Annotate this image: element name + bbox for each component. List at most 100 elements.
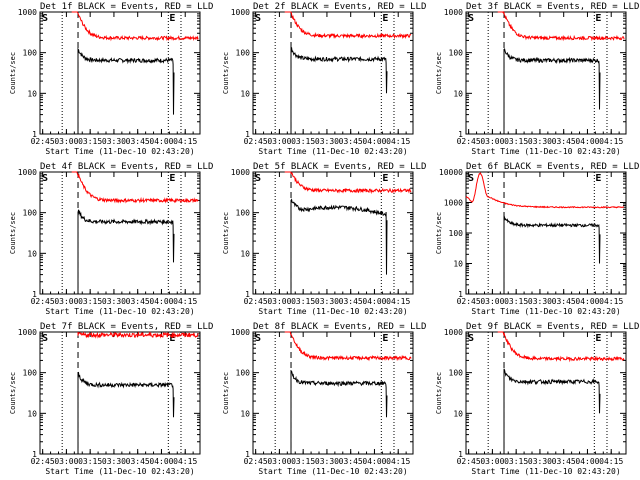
y-tick-label: 1000 (18, 168, 37, 177)
x-tick-label: 03:15 (504, 297, 528, 306)
y-tick-label: 10 (453, 260, 463, 269)
x-tick-label: 03:45 (339, 137, 363, 146)
x-tick-label: 03:15 (504, 457, 528, 466)
x-tick-label: 03:30 (315, 137, 339, 146)
y-tick-label: 1000 (231, 328, 250, 337)
y-tick-label: 10 (240, 249, 250, 258)
y-tick-label: 100 (449, 229, 464, 238)
x-tick-label: 03:15 (291, 137, 315, 146)
start-marker: S (255, 333, 261, 344)
x-tick-label: 03:15 (291, 297, 315, 306)
series-events-line (290, 47, 388, 134)
x-axis-label: Start Time (11-Dec-10 02:43:20) (471, 147, 620, 156)
start-marker: S (255, 13, 261, 24)
y-axis-label: Counts/sec (222, 372, 230, 414)
y-tick-label: 1 (245, 290, 250, 299)
y-axis-label: Counts/sec (9, 372, 17, 414)
panel-title: Det 1f BLACK = Events, RED = LLD (40, 2, 213, 12)
y-tick-label: 10000 (439, 168, 463, 177)
y-tick-label: 10 (453, 409, 463, 418)
x-tick-label: 03:30 (528, 297, 552, 306)
x-tick-label: 03:45 (552, 297, 576, 306)
series-events-line (503, 48, 601, 134)
x-axis-label: Start Time (11-Dec-10 02:43:20) (471, 307, 620, 316)
end-marker: E (595, 13, 601, 24)
y-tick-label: 1000 (444, 8, 463, 17)
x-tick-label: 02:45 (457, 457, 481, 466)
panel-title: Det 6f BLACK = Events, RED = LLD (466, 162, 639, 172)
x-tick-label: 03:30 (315, 297, 339, 306)
x-tick-label: 03:30 (315, 457, 339, 466)
panel-det-4: Det 4f BLACK = Events, RED = LLD 1 10 100 10… (9, 162, 213, 316)
x-axis-label: Start Time (11-Dec-10 02:43:20) (45, 307, 194, 316)
series-lld-line (465, 172, 625, 209)
y-tick-label: 100 (236, 369, 251, 378)
y-tick-label: 10 (27, 249, 37, 258)
plot-frame (39, 11, 201, 135)
panel-title: Det 2f BLACK = Events, RED = LLD (253, 2, 426, 12)
x-tick-label: 03:30 (528, 457, 552, 466)
x-tick-label: 03:45 (126, 137, 150, 146)
y-tick-label: 100 (23, 49, 38, 58)
panel-title: Det 9f BLACK = Events, RED = LLD (466, 322, 639, 332)
end-marker: E (382, 13, 388, 24)
x-tick-label: 04:00 (149, 137, 173, 146)
y-tick-label: 1000 (444, 328, 463, 337)
x-tick-label: 02:45 (457, 297, 481, 306)
y-tick-label: 10 (27, 409, 37, 418)
x-tick-label: 03:00 (54, 297, 78, 306)
y-tick-label: 10 (240, 89, 250, 98)
y-axis-label: Counts/sec (435, 212, 443, 254)
x-tick-label: 04:15 (386, 297, 410, 306)
series-lld-line (284, 171, 412, 195)
start-marker: S (468, 333, 474, 344)
y-tick-label: 1000 (18, 8, 37, 17)
x-tick-label: 02:45 (31, 297, 55, 306)
x-tick-label: 04:15 (599, 457, 623, 466)
y-tick-label: 1000 (231, 168, 250, 177)
x-axis-label: Start Time (11-Dec-10 02:43:20) (45, 467, 194, 476)
y-tick-label: 100 (236, 209, 251, 218)
x-tick-label: 03:00 (267, 137, 291, 146)
start-marker: S (468, 13, 474, 24)
plot-frame (252, 331, 414, 455)
x-axis-label: Start Time (11-Dec-10 02:43:20) (258, 467, 407, 476)
x-tick-label: 03:00 (480, 457, 504, 466)
y-tick-label: 1000 (444, 199, 463, 208)
series-events-line (503, 368, 601, 454)
y-tick-label: 10 (240, 409, 250, 418)
plot-frame (39, 171, 201, 295)
y-tick-label: 1 (245, 130, 250, 139)
y-tick-label: 100 (449, 369, 464, 378)
panel-title: Det 7f BLACK = Events, RED = LLD (40, 322, 213, 332)
x-tick-label: 03:45 (552, 137, 576, 146)
x-tick-label: 03:45 (339, 457, 363, 466)
x-tick-label: 04:00 (149, 457, 173, 466)
y-tick-label: 1000 (18, 328, 37, 337)
x-tick-label: 04:00 (575, 137, 599, 146)
plot-frame (465, 11, 627, 135)
series-lld-line (71, 11, 199, 42)
y-tick-label: 100 (449, 49, 464, 58)
y-tick-label: 1000 (231, 8, 250, 17)
panel-det-9: Det 9f BLACK = Events, RED = LLD 1 10 100 10… (435, 322, 639, 476)
y-axis-label: Counts/sec (435, 52, 443, 94)
y-tick-label: 100 (23, 209, 38, 218)
x-tick-label: 02:45 (457, 137, 481, 146)
x-tick-label: 03:15 (504, 137, 528, 146)
y-tick-label: 10 (453, 89, 463, 98)
series-lld-line (497, 10, 625, 42)
x-tick-label: 03:45 (126, 457, 150, 466)
x-tick-label: 02:45 (244, 297, 268, 306)
end-marker: E (382, 173, 388, 184)
x-tick-label: 03:45 (552, 457, 576, 466)
x-tick-label: 03:00 (267, 457, 291, 466)
y-axis-label: Counts/sec (222, 212, 230, 254)
x-axis-label: Start Time (11-Dec-10 02:43:20) (471, 467, 620, 476)
series-events-line (290, 198, 388, 294)
series-events-line (77, 47, 175, 134)
x-tick-label: 02:45 (244, 137, 268, 146)
panel-det-8: Det 8f BLACK = Events, RED = LLD 1 10 100 10… (222, 322, 426, 476)
x-tick-label: 04:00 (362, 297, 386, 306)
x-tick-label: 04:00 (575, 457, 599, 466)
